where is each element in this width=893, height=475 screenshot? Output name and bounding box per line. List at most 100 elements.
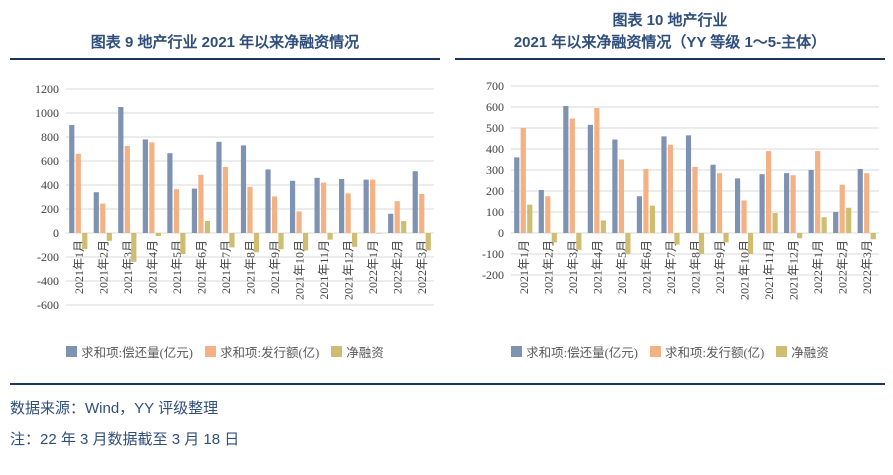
- issuance-bar: [864, 173, 870, 233]
- net-financing-bar: [180, 233, 186, 254]
- net-financing-bar: [327, 233, 333, 240]
- issuance-bar: [815, 151, 821, 233]
- y-axis-tick-label: 400: [486, 142, 504, 156]
- x-axis-label: 2021年1月: [72, 240, 86, 294]
- issuance-bar: [271, 196, 278, 233]
- legend-label: 求和项:偿还量(亿元): [526, 346, 638, 360]
- repayment-bar: [784, 173, 790, 233]
- net-financing-bar: [401, 221, 407, 233]
- legend-swatch-icon: [204, 346, 216, 357]
- issuance-bar: [839, 184, 845, 233]
- x-axis-label: 2022年2月: [836, 240, 850, 294]
- net-financing-bar: [155, 233, 161, 236]
- repayment-bar: [661, 136, 667, 233]
- net-financing-bar: [352, 233, 358, 247]
- legend-swatch-icon: [66, 346, 78, 357]
- issuance-bar: [692, 166, 698, 233]
- repayment-bar: [69, 125, 75, 233]
- legend-swatch-icon: [776, 346, 788, 357]
- repayment-bar: [612, 139, 618, 233]
- net-financing-bar: [376, 233, 382, 234]
- repayment-bar: [240, 145, 247, 233]
- net-financing-bar: [302, 233, 309, 251]
- chart-title-10-line1: 图表 10 地产行业: [612, 12, 728, 29]
- repayment-bar: [388, 213, 394, 233]
- net-financing-bar: [797, 233, 803, 239]
- issuance-bar: [173, 189, 179, 233]
- x-axis-label: 2022年3月: [415, 240, 429, 294]
- x-axis-label: 2021年4月: [590, 240, 604, 294]
- charts-row: 图表 9 地产行业 2021 年以来净融资情况 1200 1000 800 600 40…: [10, 4, 885, 361]
- net-financing-bar: [747, 233, 754, 254]
- net-financing-bar: [551, 233, 557, 243]
- repayment-bar: [685, 135, 692, 233]
- y-axis-tick-label: 1000: [35, 106, 59, 120]
- net-financing-chart-all: 1200 1000 800 600 400 200 0 -200 -400 -600 2021年1月…: [35, 82, 434, 312]
- issuance-bar: [370, 179, 376, 233]
- legend-swatch-icon: [331, 346, 343, 357]
- chart-title-block-right: 图表 10 地产行业 2021 年以来净融资情况（YY 等级 1～5-主体）: [455, 4, 885, 60]
- net-financing-bar: [870, 233, 876, 240]
- chart-title-9: 图表 9 地产行业 2021 年以来净融资情况: [90, 34, 360, 51]
- issuance-bar: [569, 118, 575, 233]
- data-source-line: 数据来源：Wind，YY 评级整理: [10, 400, 219, 417]
- legend-item-repayment-bar: 求和项:偿还量(亿元): [511, 342, 638, 361]
- issuance-bar: [124, 146, 130, 233]
- chart-panel-right: 图表 10 地产行业 2021 年以来净融资情况（YY 等级 1～5-主体） 7…: [455, 4, 885, 361]
- legend-item-repayment-bar: 求和项:偿还量(亿元): [66, 342, 193, 361]
- x-axis-label: 2021年1月: [517, 240, 531, 294]
- issuance-bar: [222, 167, 229, 233]
- y-axis-tick-label: 700: [486, 79, 504, 93]
- issuance-bar: [198, 174, 204, 233]
- repayment-bar: [314, 177, 320, 233]
- y-axis-tick-label: 200: [486, 184, 504, 198]
- legend-label: 求和项:发行额(亿): [219, 346, 320, 360]
- y-axis-tick-label: -600: [37, 298, 59, 312]
- chart-title-10-line2: 2021 年以来净融资情况（YY 等级 1～5-主体）: [513, 34, 827, 51]
- net-financing-bar: [600, 220, 606, 233]
- legend-label: 净融资: [346, 346, 384, 360]
- net-financing-bar: [625, 233, 631, 254]
- x-axis-label: 2022年2月: [391, 240, 405, 294]
- repayment-bar: [833, 212, 839, 233]
- net-financing-bar: [204, 221, 211, 233]
- issuance-bar: [741, 200, 747, 233]
- chart-legend-left: 求和项:偿还量(亿元) 求和项:发行额(亿) 净融资: [10, 342, 440, 361]
- net-financing-bar: [576, 233, 582, 250]
- y-axis-tick-label: 600: [486, 100, 504, 114]
- repayment-bar: [363, 179, 369, 233]
- x-axis-label: 2021年10月: [738, 240, 752, 300]
- repayment-bar: [265, 169, 271, 233]
- issuance-bar: [520, 128, 526, 233]
- note-line: 注：22 年 3 月数据截至 3 月 18 日: [10, 431, 240, 448]
- chart-panel-left: 图表 9 地产行业 2021 年以来净融资情况 1200 1000 800 600 40…: [10, 4, 440, 361]
- x-axis-label: 2021年6月: [194, 240, 208, 294]
- y-axis-tick-label: -100: [482, 247, 504, 261]
- repayment-bar: [339, 179, 345, 233]
- x-axis-label: 2022年3月: [860, 240, 874, 294]
- net-financing-bar: [772, 213, 778, 233]
- repayment-bar: [710, 164, 716, 233]
- net-financing-bar: [723, 233, 729, 243]
- x-axis-label: 2021年11月: [762, 240, 776, 300]
- footer: 数据来源：Wind，YY 评级整理 注：22 年 3 月数据截至 3 月 18 …: [10, 383, 885, 455]
- legend-swatch-icon: [649, 346, 661, 357]
- issuance-bar: [247, 186, 253, 233]
- x-axis-label: 2022年1月: [811, 240, 825, 294]
- x-axis-label: 2021年7月: [664, 240, 678, 294]
- legend-item-issuance-bar: 求和项:发行额(亿): [649, 342, 764, 361]
- x-axis-label: 2021年10月: [293, 240, 307, 300]
- repayment-bar: [167, 153, 173, 233]
- repayment-bar: [514, 157, 520, 233]
- repayment-bar: [857, 168, 863, 233]
- y-axis-tick-label: 200: [41, 202, 59, 216]
- repayment-bar: [142, 139, 148, 233]
- y-axis-tick-label: 0: [53, 226, 59, 240]
- issuance-bar: [716, 173, 723, 233]
- repayment-bar: [412, 171, 418, 233]
- x-axis-label: 2021年2月: [96, 240, 110, 294]
- y-axis-tick-label: -200: [482, 268, 504, 282]
- x-axis-label: 2021年4月: [145, 240, 159, 294]
- issuance-bar: [419, 194, 425, 233]
- x-axis-label: 2021年9月: [713, 240, 727, 294]
